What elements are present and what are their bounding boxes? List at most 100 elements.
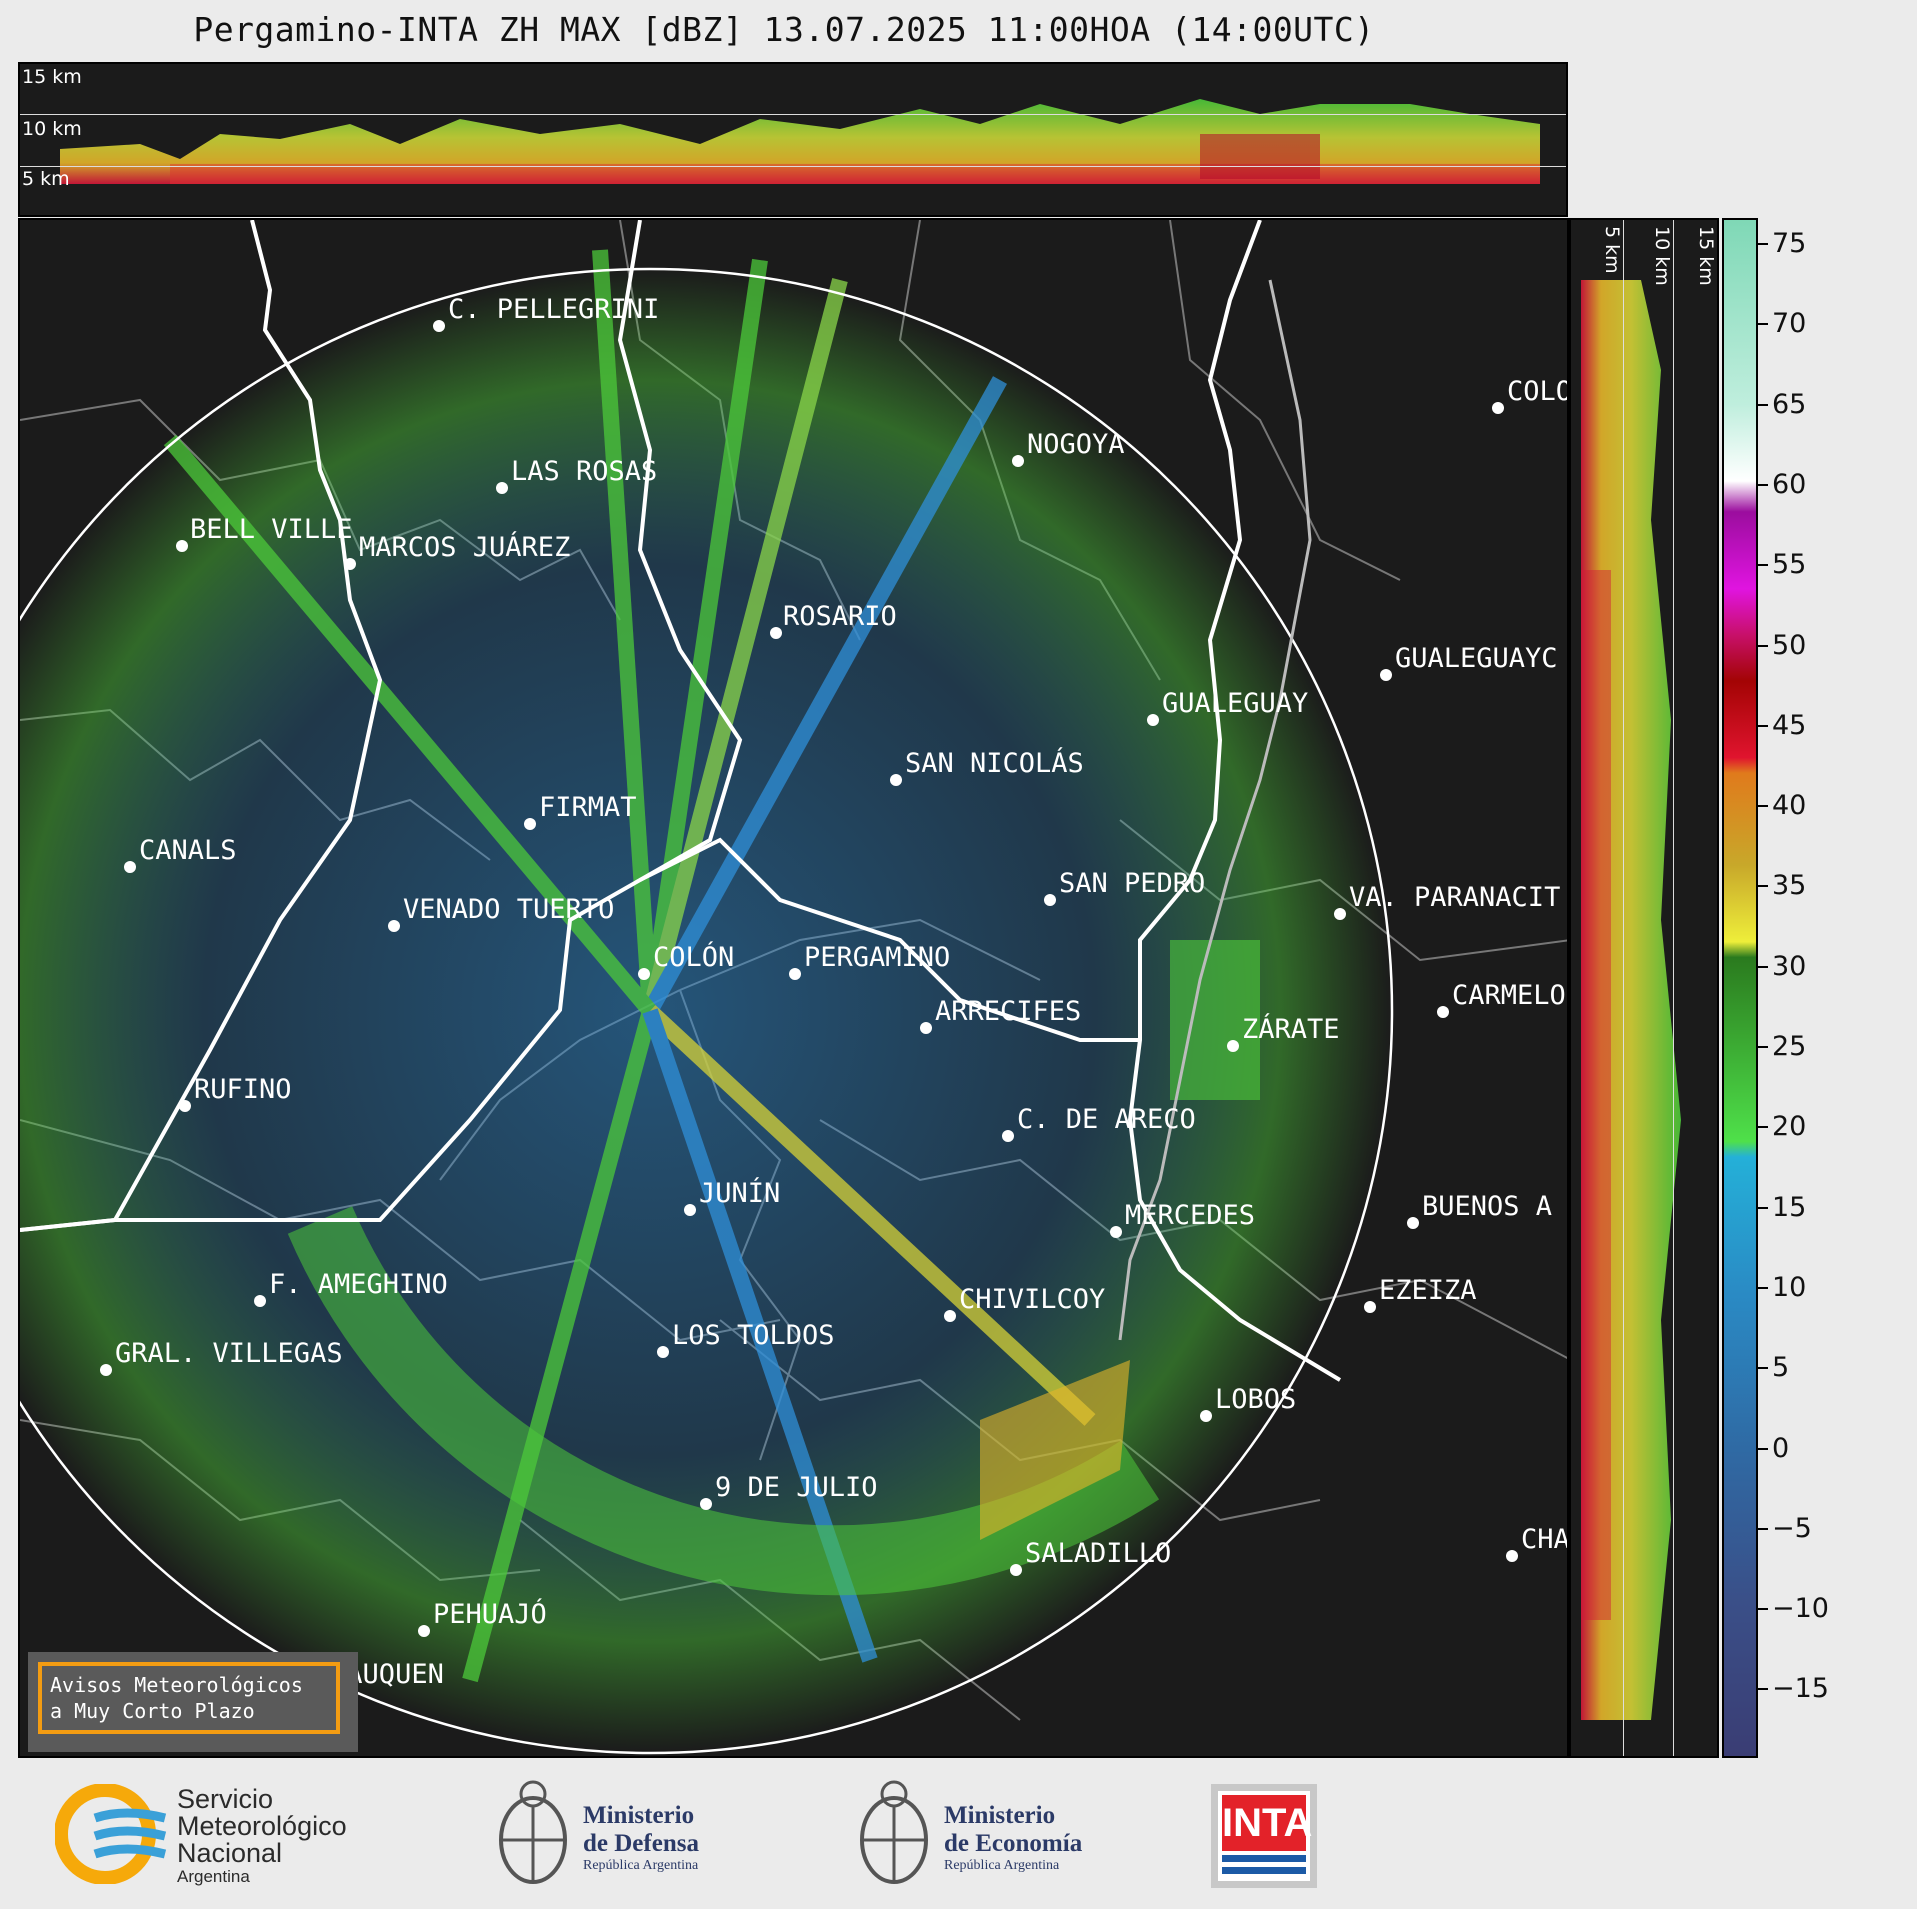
svg-text:MARCOS JUÁREZ: MARCOS JUÁREZ <box>359 531 570 563</box>
city-c-pellegrini[interactable]: C. PELLEGRINI <box>433 294 659 332</box>
svg-text:LAS ROSAS: LAS ROSAS <box>511 456 657 487</box>
province-boundaries <box>20 220 1342 1382</box>
height-label-15km: 15 km <box>22 66 82 88</box>
smn-logo-icon <box>54 1783 167 1885</box>
city-chascomus[interactable]: CHA <box>1506 1524 1569 1562</box>
ministerio-economia-logo: Ministerio de Economía República Argenti… <box>856 1776 1082 1902</box>
height-label-5km: 5 km <box>22 168 70 190</box>
defensa-line-1: Ministerio <box>583 1802 695 1829</box>
colorbar-tick-mark <box>1758 564 1768 567</box>
city-c-de-areco[interactable]: C. DE ARECO <box>1002 1104 1196 1142</box>
colorbar-tick-label: −5 <box>1772 1512 1812 1544</box>
colorbar-tick-label: −10 <box>1772 1593 1829 1625</box>
svg-text:SAN PEDRO: SAN PEDRO <box>1059 868 1205 899</box>
city-gualeguaychu[interactable]: GUALEGUAYC <box>1380 643 1558 681</box>
footer-logos: Servicio Meteorológico Nacional Argentin… <box>0 1762 1917 1909</box>
radar-echo-arc <box>287 1206 1160 1596</box>
svg-text:GUALEGUAY: GUALEGUAY <box>1162 688 1308 719</box>
svg-text:ROSARIO: ROSARIO <box>783 601 897 632</box>
city-canals[interactable]: CANALS <box>124 835 237 873</box>
city-rufino[interactable]: RUFINO <box>179 1074 292 1112</box>
svg-text:LOS TOLDOS: LOS TOLDOS <box>672 1320 835 1351</box>
svg-text:CARMELO: CARMELO <box>1452 980 1566 1011</box>
svg-text:JUNÍN: JUNÍN <box>699 1177 780 1209</box>
city-zarate[interactable]: ZÁRATE <box>1227 1013 1340 1052</box>
svg-text:BELL VILLE: BELL VILLE <box>190 514 353 545</box>
inta-stripe-1 <box>1222 1855 1306 1862</box>
svg-text:LOBOS: LOBOS <box>1215 1384 1296 1415</box>
city-arrecifes[interactable]: ARRECIFES <box>920 996 1081 1034</box>
right-height-label-5km: 5 km <box>1601 226 1623 274</box>
right-profile-echoes <box>1581 280 1681 1720</box>
economia-line-2: de Economía <box>944 1830 1083 1857</box>
city-las-rosas[interactable]: LAS ROSAS <box>496 456 657 494</box>
colorbar-tick-mark <box>1758 1206 1768 1209</box>
city-colon-er[interactable]: COLO <box>1492 376 1569 414</box>
argentina-coat-of-arms-icon <box>499 1780 567 1884</box>
city-san-nicolas[interactable]: SAN NICOLÁS <box>890 747 1084 786</box>
svg-text:CANALS: CANALS <box>139 835 237 866</box>
svg-text:NOGOYA: NOGOYA <box>1027 429 1125 460</box>
radar-map-canvas: C. PELLEGRINI LAS ROSAS BELL VILLE MARCO… <box>20 220 1569 1755</box>
city-va-paranacito[interactable]: VA. PARANACIT <box>1334 882 1560 920</box>
city-colon-ba[interactable]: COLÓN <box>638 941 734 980</box>
svg-text:C. PELLEGRINI: C. PELLEGRINI <box>448 294 659 325</box>
colorbar-tick-label: 75 <box>1772 228 1807 259</box>
city-venado-tuerto[interactable]: VENADO TUERTO <box>388 894 614 932</box>
svg-text:COLO: COLO <box>1507 376 1569 407</box>
right-height-label-15km: 15 km <box>1695 226 1717 286</box>
city-pergamino[interactable]: PERGAMINO <box>789 942 950 980</box>
city-carmelo[interactable]: CARMELO <box>1437 980 1566 1018</box>
city-nogoya[interactable]: NOGOYA <box>1012 429 1125 467</box>
height-label-10km: 10 km <box>22 118 82 140</box>
city-chivilcoy[interactable]: CHIVILCOY <box>944 1284 1105 1322</box>
inta-stripe-2 <box>1222 1867 1306 1874</box>
colorbar-tick-label: 35 <box>1772 870 1807 902</box>
city-gral-villegas[interactable]: GRAL. VILLEGAS <box>100 1338 343 1376</box>
city-pehuajo[interactable]: PEHUAJÓ <box>418 1598 547 1637</box>
city-9-de-julio[interactable]: 9 DE JULIO <box>700 1472 878 1510</box>
svg-text:9 DE JULIO: 9 DE JULIO <box>715 1472 878 1503</box>
svg-text:RUFINO: RUFINO <box>194 1074 292 1105</box>
colorbar-tick-label: −15 <box>1772 1673 1829 1705</box>
colorbar-tick-mark <box>1758 1046 1768 1048</box>
colorbar-tick-label: 30 <box>1772 950 1807 982</box>
colorbar-gradient <box>1724 220 1756 1756</box>
warning-box-frame: Avisos Meteorológicos a Muy Corto Plazo <box>38 1662 340 1734</box>
colorbar-tick-mark <box>1758 885 1768 888</box>
radar-echo-rays <box>163 249 1096 1683</box>
city-los-toldos[interactable]: LOS TOLDOS <box>657 1320 835 1358</box>
city-lobos[interactable]: LOBOS <box>1200 1384 1296 1422</box>
city-marcos-juarez[interactable]: MARCOS JUÁREZ <box>344 531 570 570</box>
svg-text:SALADILLO: SALADILLO <box>1025 1538 1171 1569</box>
height-gridline-right-5km <box>1623 220 1624 1756</box>
city-bell-ville[interactable]: BELL VILLE <box>176 514 353 552</box>
radar-echo-cell-east <box>1170 940 1260 1100</box>
svg-text:PERGAMINO: PERGAMINO <box>804 942 950 973</box>
colorbar-tick-mark <box>1758 1286 1768 1289</box>
colorbar-tick-mark <box>1758 1367 1768 1370</box>
colorbar-tick-mark <box>1758 1126 1768 1129</box>
colorbar-tick-mark <box>1758 243 1768 245</box>
colorbar-tick-mark <box>1758 483 1768 486</box>
city-ezeiza[interactable]: EZEIZA <box>1364 1275 1477 1313</box>
city-san-pedro[interactable]: SAN PEDRO <box>1044 868 1205 906</box>
city-buenos-aires[interactable]: BUENOS A <box>1407 1191 1552 1229</box>
city-firmat[interactable]: FIRMAT <box>524 792 637 830</box>
city-mercedes[interactable]: MERCEDES <box>1110 1200 1255 1238</box>
radar-map[interactable]: C. PELLEGRINI LAS ROSAS BELL VILLE MARCO… <box>18 218 1569 1758</box>
radar-echo-cell-southeast <box>980 1360 1130 1540</box>
smn-line-3: Nacional <box>177 1838 283 1868</box>
city-saladillo[interactable]: SALADILLO <box>1010 1538 1171 1576</box>
svg-text:CHA: CHA <box>1521 1524 1569 1555</box>
colorbar-tick-label: 60 <box>1772 468 1807 500</box>
city-rosario[interactable]: ROSARIO <box>770 601 897 639</box>
right-height-profile: 5 km 10 km 15 km <box>1569 218 1719 1758</box>
svg-text:PEHUAJÓ: PEHUAJÓ <box>433 1598 547 1630</box>
city-junin[interactable]: JUNÍN <box>684 1177 780 1216</box>
colorbar-tick-label: 15 <box>1772 1191 1807 1223</box>
city-f-ameghino[interactable]: F. AMEGHINO <box>254 1269 448 1307</box>
rivers <box>1118 279 1312 1341</box>
city-gualeguay[interactable]: GUALEGUAY <box>1147 688 1308 726</box>
colorbar-tick-label: 25 <box>1772 1031 1807 1062</box>
